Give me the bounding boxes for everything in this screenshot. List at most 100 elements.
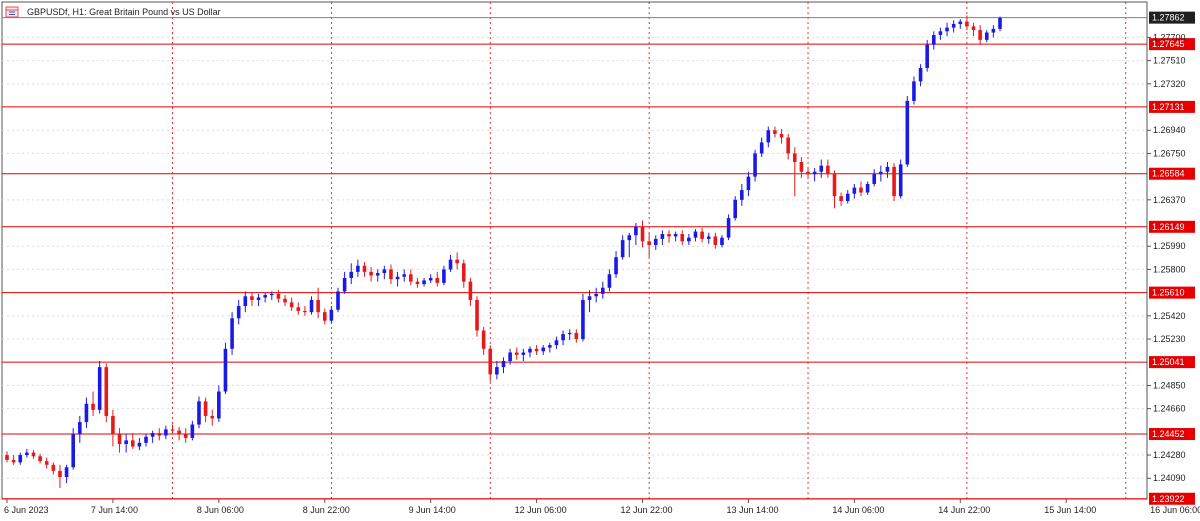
candle[interactable] (124, 434, 128, 453)
candle[interactable] (958, 19, 963, 29)
candle[interactable] (998, 16, 1002, 32)
candle[interactable] (905, 96, 910, 167)
price-axis[interactable]: 1.27700 1.27510 1.27320 1.26940 1.26750 1.263… (1147, 32, 1186, 483)
candle[interactable] (296, 302, 301, 315)
candle[interactable] (647, 232, 651, 258)
candle[interactable] (183, 428, 188, 443)
candle[interactable] (607, 269, 612, 292)
candle[interactable] (653, 235, 658, 250)
candle[interactable] (680, 230, 685, 246)
candle[interactable] (819, 159, 824, 178)
candle[interactable] (409, 269, 413, 286)
candle[interactable] (203, 397, 208, 423)
candle[interactable] (448, 254, 453, 272)
candle[interactable] (170, 424, 175, 435)
candle[interactable] (521, 348, 526, 362)
candle[interactable] (84, 397, 89, 429)
candle[interactable] (104, 363, 109, 423)
candle[interactable] (11, 455, 16, 465)
candle[interactable] (951, 20, 956, 33)
candle[interactable] (164, 425, 168, 440)
candle[interactable] (693, 229, 698, 242)
candle[interactable] (64, 464, 69, 484)
candle[interactable] (667, 230, 671, 243)
candle[interactable] (971, 22, 976, 37)
candle[interactable] (150, 430, 155, 443)
candle[interactable] (673, 231, 678, 242)
candle[interactable] (375, 269, 380, 282)
candle[interactable] (687, 234, 691, 246)
candle[interactable] (263, 292, 267, 303)
candle[interactable] (44, 457, 49, 469)
candle[interactable] (303, 306, 307, 316)
candle[interactable] (230, 312, 234, 355)
candle[interactable] (932, 31, 936, 50)
candle[interactable] (78, 415, 82, 443)
candle[interactable] (329, 306, 334, 324)
candle[interactable] (137, 437, 142, 451)
candle[interactable] (912, 76, 916, 105)
candle[interactable] (97, 361, 102, 414)
candle[interactable] (832, 170, 837, 209)
candle[interactable] (389, 264, 393, 285)
candle[interactable] (428, 274, 433, 283)
candle[interactable] (706, 232, 711, 244)
candle[interactable] (322, 308, 327, 325)
candle[interactable] (309, 296, 314, 315)
plot-area[interactable] (1, 1, 1148, 500)
candle[interactable] (395, 271, 400, 287)
candle[interactable] (117, 428, 122, 453)
candle[interactable] (965, 15, 969, 31)
candle[interactable] (567, 329, 572, 341)
candle[interactable] (415, 277, 420, 288)
candle[interactable] (759, 137, 764, 158)
candle[interactable] (342, 271, 347, 294)
candle[interactable] (548, 342, 552, 353)
candle[interactable] (210, 409, 215, 426)
candle[interactable] (316, 287, 320, 319)
candle[interactable] (422, 277, 426, 287)
candle[interactable] (442, 265, 446, 286)
candle[interactable] (938, 27, 943, 40)
candle[interactable] (845, 190, 850, 204)
candle[interactable] (594, 287, 598, 303)
candle[interactable] (799, 157, 804, 178)
chart-window-icon[interactable] (5, 6, 19, 18)
candle[interactable] (614, 251, 618, 278)
candle[interactable] (223, 342, 228, 394)
candle[interactable] (130, 433, 135, 449)
candle[interactable] (283, 295, 287, 307)
candle[interactable] (197, 396, 201, 429)
candle[interactable] (144, 434, 148, 447)
candle[interactable] (31, 450, 36, 459)
candle[interactable] (111, 409, 115, 447)
candle[interactable] (984, 30, 989, 43)
candle[interactable] (601, 281, 605, 299)
candle[interactable] (740, 183, 744, 206)
candle[interactable] (508, 348, 512, 365)
candle[interactable] (620, 235, 625, 260)
candle[interactable] (720, 235, 724, 248)
candle[interactable] (660, 230, 665, 246)
candle[interactable] (885, 161, 890, 178)
candle[interactable] (276, 290, 281, 303)
candle[interactable] (58, 464, 62, 489)
candle[interactable] (792, 147, 797, 197)
candle[interactable] (991, 25, 996, 38)
candle[interactable] (978, 25, 982, 45)
candle[interactable] (157, 428, 162, 441)
candle[interactable] (753, 149, 757, 182)
candle[interactable] (369, 266, 373, 282)
candle[interactable] (455, 252, 459, 270)
candle[interactable] (501, 357, 506, 374)
candle[interactable] (865, 181, 870, 195)
candle[interactable] (382, 265, 387, 280)
candle[interactable] (177, 426, 181, 441)
candle[interactable] (289, 297, 294, 311)
candle[interactable] (25, 448, 29, 458)
candle[interactable] (435, 271, 440, 287)
candle[interactable] (945, 22, 949, 37)
candle[interactable] (349, 263, 354, 285)
candle[interactable] (514, 347, 519, 360)
